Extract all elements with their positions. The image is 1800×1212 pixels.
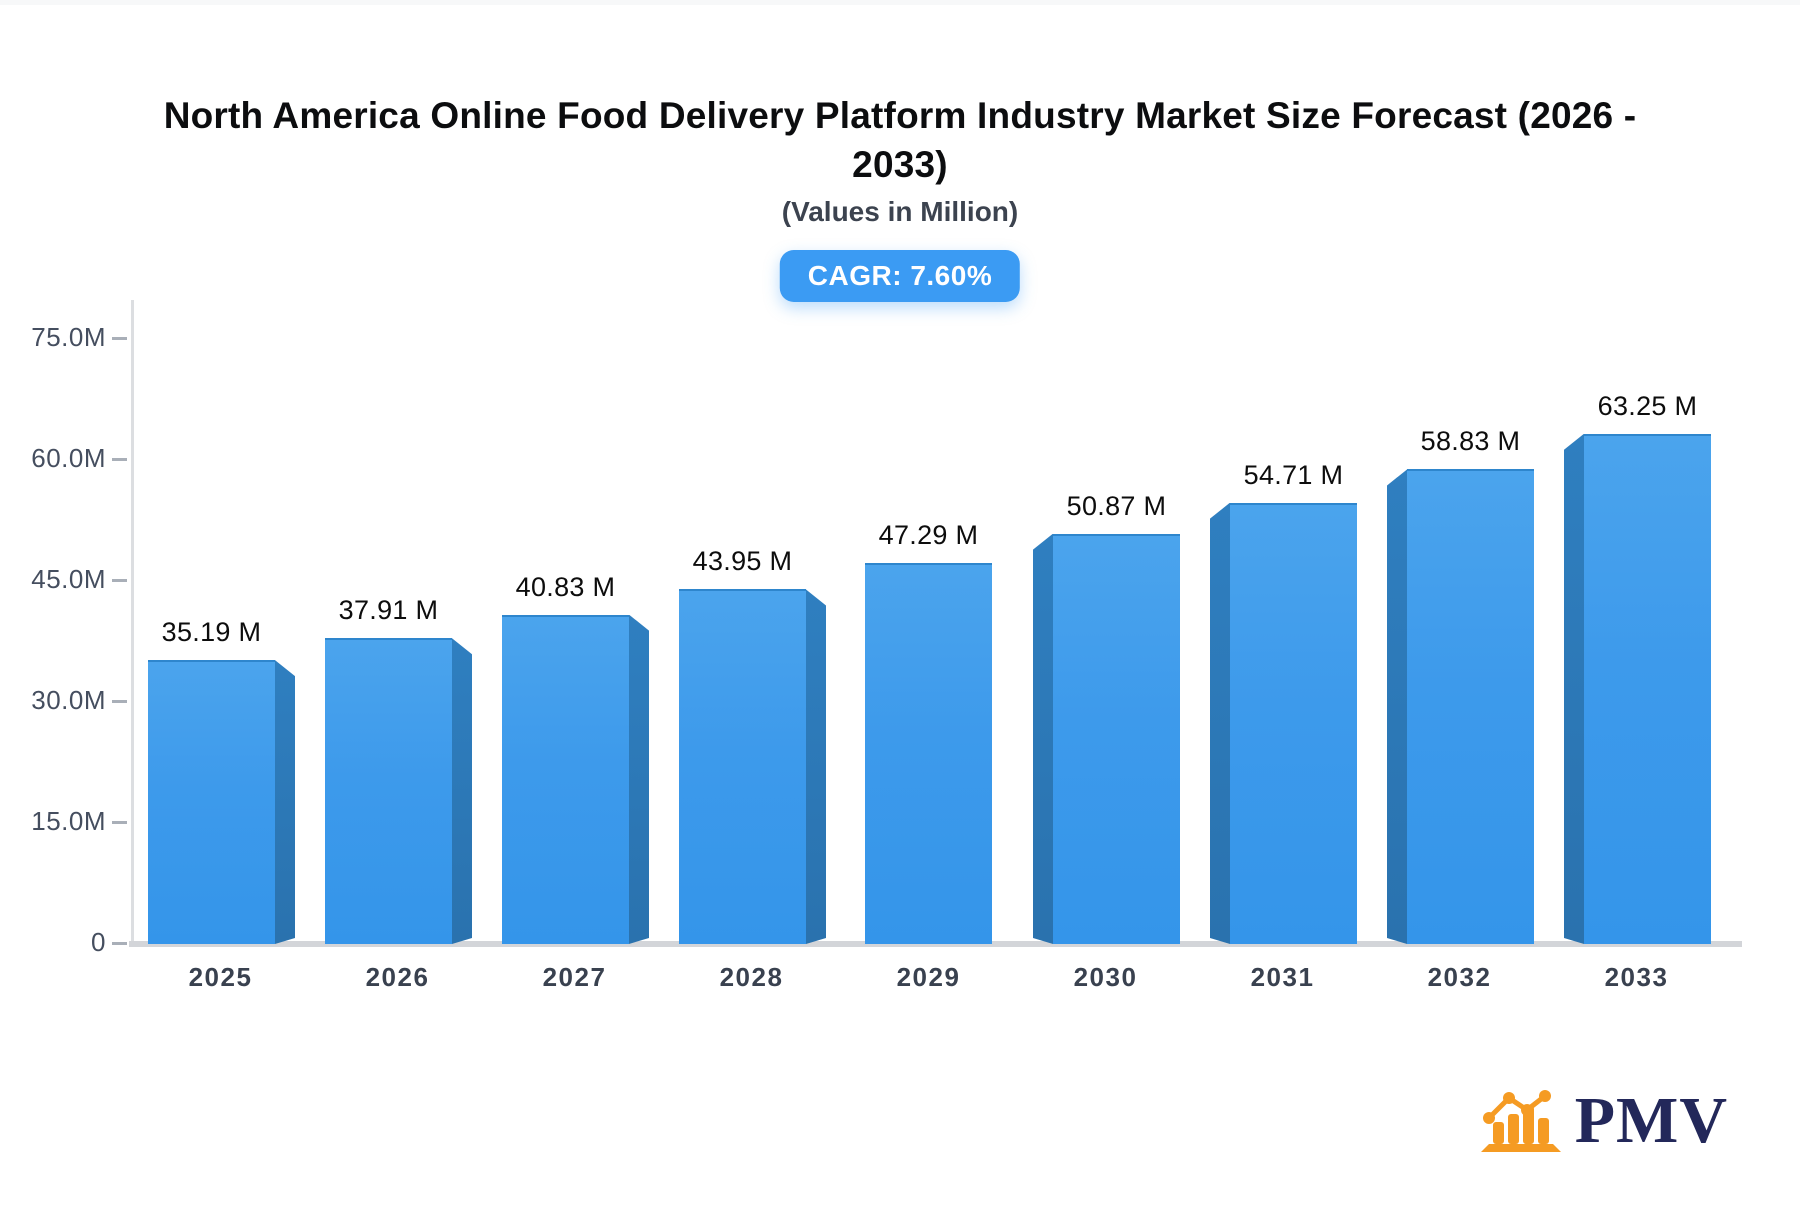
x-axis-label-2025: 2025 — [188, 962, 253, 992]
bar-value-label: 37.91 M — [338, 595, 439, 626]
chart-title-line1: North America Online Food Delivery Platf… — [163, 95, 1637, 136]
x-axis-label-2026: 2026 — [365, 962, 430, 992]
y-axis-tick-mark — [112, 941, 127, 945]
y-axis-tick-label: 15.0M — [31, 806, 106, 836]
bar-value-label: 47.29 M — [878, 519, 979, 550]
page-top-border — [0, 0, 1800, 5]
y-axis-tick-label: 60.0M — [31, 443, 106, 473]
cagr-badge: CAGR: 7.60% — [779, 250, 1021, 302]
bar-value-label: 54.71 M — [1243, 459, 1344, 490]
bar-2025 — [148, 660, 275, 944]
y-axis-tick-mark — [112, 336, 127, 340]
bar-value-label: 35.19 M — [161, 617, 262, 648]
x-axis-label-2029: 2029 — [896, 962, 961, 992]
x-axis-label-2031: 2031 — [1250, 962, 1315, 992]
x-axis-baseline — [129, 941, 1742, 947]
x-axis-label-2028: 2028 — [719, 962, 784, 992]
bar-2028 — [679, 589, 806, 944]
bar-3d-side — [1033, 534, 1053, 944]
bar-2029 — [865, 562, 992, 944]
x-axis-label-2030: 2030 — [1073, 962, 1138, 992]
bar-2030 — [1053, 533, 1180, 944]
bar-2033 — [1584, 433, 1711, 944]
bar-value-label: 58.83 M — [1420, 426, 1521, 457]
y-axis-tick-mark — [112, 699, 127, 703]
pmv-logo: PMV — [1480, 1084, 1728, 1157]
bar-2027 — [502, 614, 629, 944]
x-axis-label-2033: 2033 — [1604, 962, 1669, 992]
y-axis-tick-mark — [112, 578, 127, 582]
y-axis-tick-mark — [112, 820, 127, 824]
chart-title-line2: 2033) — [852, 143, 948, 185]
bar-2026 — [325, 638, 452, 944]
bar-value-label: 63.25 M — [1597, 390, 1698, 421]
y-axis-tick-label: 45.0M — [31, 564, 106, 594]
chart-title: North America Online Food Delivery Platf… — [60, 92, 1740, 190]
y-axis-tick-mark — [112, 457, 127, 461]
y-axis-line — [131, 300, 134, 945]
y-axis-tick-label: 30.0M — [31, 685, 106, 715]
bar-3d-side — [806, 589, 826, 944]
bar-2032 — [1407, 469, 1534, 944]
bar-value-label: 50.87 M — [1066, 490, 1167, 521]
bar-value-label: 43.95 M — [692, 546, 793, 577]
chart-subtitle: (Values in Million) — [781, 196, 1019, 227]
bar-3d-side — [275, 660, 295, 944]
bar-3d-side — [1210, 503, 1230, 944]
x-axis-label-2032: 2032 — [1427, 962, 1492, 992]
bar-3d-side — [629, 615, 649, 944]
bar-2031 — [1230, 502, 1357, 944]
pmv-logo-icon — [1480, 1090, 1561, 1152]
bar-3d-side — [1387, 469, 1407, 944]
y-axis-tick-label: 0 — [91, 927, 106, 957]
y-axis-tick-label: 75.0M — [31, 322, 106, 352]
pmv-logo-text: PMV — [1574, 1084, 1728, 1157]
bar-3d-side — [1564, 434, 1584, 944]
bar-3d-side — [452, 638, 472, 944]
x-axis-label-2027: 2027 — [542, 962, 607, 992]
bar-value-label: 40.83 M — [515, 571, 616, 602]
